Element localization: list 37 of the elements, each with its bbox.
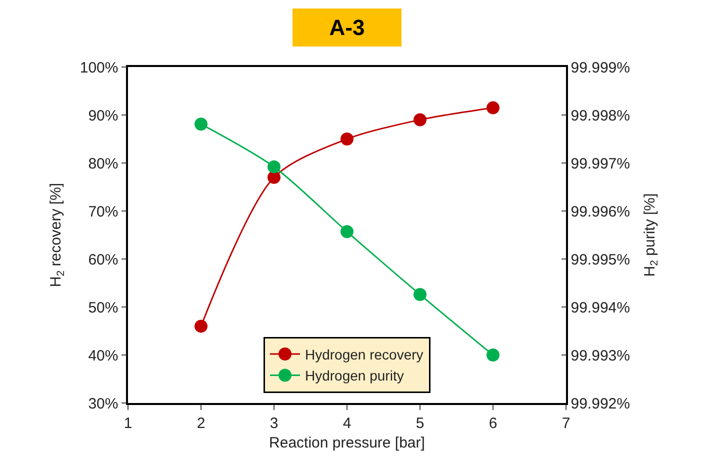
legend-label: Hydrogen purity xyxy=(305,368,404,384)
x-tick-label: 1 xyxy=(124,414,132,432)
y-tick-label: 40% xyxy=(88,347,118,364)
x-tick-label: 4 xyxy=(342,414,352,432)
y-tick-label: 100% xyxy=(80,59,118,76)
y-tick-label: 50% xyxy=(88,299,118,316)
y2-tick-label: 99.998% xyxy=(570,107,630,124)
y2-tick-label: 99.997% xyxy=(570,155,630,172)
point xyxy=(268,160,280,174)
point xyxy=(414,288,426,302)
point xyxy=(340,132,354,146)
x-tick-label: 6 xyxy=(488,414,498,432)
point xyxy=(268,170,280,184)
chart-title: A-3 xyxy=(329,15,365,40)
y2-tick-label: 99.996% xyxy=(570,203,630,220)
point xyxy=(414,113,426,126)
y-tick-label: 90% xyxy=(88,107,118,124)
point xyxy=(194,320,208,333)
y2-tick-label: 99.993% xyxy=(570,347,630,364)
point xyxy=(486,101,500,114)
point xyxy=(340,225,354,238)
x-axis-title: Reaction pressure [bar] xyxy=(269,434,425,452)
y2-tick-label: 99.992% xyxy=(570,395,630,412)
y2-tick-label: 99.994% xyxy=(570,299,630,316)
x-tick-label: 3 xyxy=(270,414,278,432)
x-tick-label: 5 xyxy=(416,414,424,432)
y-tick-label: 60% xyxy=(88,251,118,268)
x-tick-label: 2 xyxy=(196,414,206,432)
legend-label: Hydrogen recovery xyxy=(305,346,424,362)
point xyxy=(486,348,500,362)
y2-tick-label: 99.999% xyxy=(570,59,630,76)
point xyxy=(194,118,208,131)
y2-tick-label: 99.995% xyxy=(570,251,630,268)
y-tick-label: 80% xyxy=(88,155,118,172)
y-tick-label: 70% xyxy=(88,203,118,220)
y-tick-label: 30% xyxy=(88,395,118,412)
x-tick-label: 7 xyxy=(562,414,570,432)
